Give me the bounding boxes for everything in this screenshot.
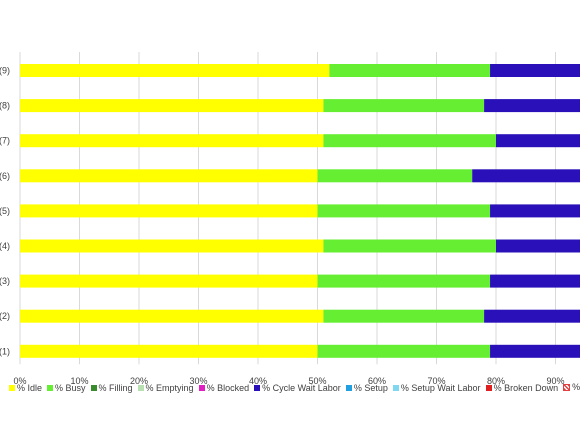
bar-segment-8-s1 <box>323 99 485 113</box>
legend-item: % Blocked <box>198 382 250 393</box>
legend-label: % Cycle Wait Labor <box>262 382 341 393</box>
legend-label: % Setup <box>353 382 388 393</box>
legend-label: % Filling <box>98 382 133 393</box>
bar-segment-5-s1 <box>317 204 491 218</box>
x-tick-label: 90% <box>546 376 564 386</box>
legend-item: % Filling <box>90 382 133 393</box>
legend-item: % Broken Down <box>485 382 559 393</box>
bar-segment-3-s0 <box>20 274 318 288</box>
legend-swatch <box>392 384 399 391</box>
bar-segment-1-s0 <box>20 344 318 358</box>
bar-segment-7-s1 <box>323 134 496 148</box>
y-tick-label: (6) <box>0 171 10 181</box>
x-tick-label: 40% <box>249 376 267 386</box>
legend-label: % Busy <box>55 382 86 393</box>
legend-item: % Busy <box>47 383 86 393</box>
y-tick-label: (4) <box>0 241 10 251</box>
bar-segment-7-s5 <box>496 134 580 148</box>
x-tick-label: 80% <box>487 376 505 386</box>
legend-swatch <box>485 384 492 391</box>
legend-swatch <box>9 384 15 391</box>
bar-segment-7-s0 <box>20 134 324 148</box>
legend-item: % Repair Wait <box>563 382 580 392</box>
legend-swatch <box>254 384 261 391</box>
legend-swatch <box>90 384 97 391</box>
x-tick-label: 60% <box>368 376 386 386</box>
legend-label: % Blocked <box>206 382 250 393</box>
legend-swatch <box>47 384 54 391</box>
legend-item: % Setup Wait Labor <box>392 382 481 393</box>
legend-item: % Idle <box>9 383 42 393</box>
y-tick-label: (3) <box>0 276 10 286</box>
bar-segment-2-s5 <box>484 309 580 323</box>
y-tick-label: (5) <box>0 206 10 216</box>
bar-segment-6-s0 <box>20 169 318 183</box>
bar-segment-4-s5 <box>496 239 580 253</box>
y-tick-label: (1) <box>0 346 10 356</box>
bar-segment-1-s5 <box>490 344 580 358</box>
bar-segment-6-s5 <box>472 169 580 183</box>
x-tick-label: 50% <box>308 376 326 386</box>
legend-label: % Idle <box>17 382 43 393</box>
bar-segment-4-s1 <box>323 239 496 253</box>
legend-label: % Emptying <box>145 382 194 393</box>
bar-segment-1-s1 <box>317 344 491 358</box>
legend-item: % Cycle Wait Labor <box>254 383 341 393</box>
chart-legend: % Idle % Busy % Filling % Emptying % Blocked… <box>9 382 580 396</box>
bar-segment-5-s0 <box>20 204 318 218</box>
x-tick-label: 20% <box>130 376 148 386</box>
y-tick-label: (9) <box>0 66 10 76</box>
bar-segment-2-s0 <box>20 309 324 323</box>
x-tick-label: 70% <box>427 376 445 386</box>
bar-segment-9-s1 <box>329 64 491 77</box>
bar-segment-2-s1 <box>323 309 485 323</box>
y-tick-label: (7) <box>0 136 10 146</box>
bar-segment-9-s0 <box>20 64 330 77</box>
y-axis-labels: (9) (8) (7) (6) (5) (4) (3) (2) (1) <box>0 66 10 357</box>
bar-segment-8-s0 <box>20 99 324 113</box>
legend-item: % Setup <box>345 382 388 393</box>
bar-segment-4-s0 <box>20 239 324 253</box>
bar-segment-9-s5 <box>490 64 580 77</box>
legend-label: % Broken Down <box>493 382 559 393</box>
legend-swatch <box>345 384 352 391</box>
y-tick-label: (8) <box>0 101 10 111</box>
legend-swatch <box>563 383 571 391</box>
bar-segment-5-s5 <box>490 204 580 218</box>
x-axis-labels: 0% 10% 20% 30% 40% 50% 60% 70% 80% 90% <box>13 376 564 386</box>
x-tick-label: 0% <box>13 376 26 386</box>
bar-segment-3-s5 <box>490 274 580 288</box>
x-tick-label: 30% <box>189 376 207 386</box>
legend-label: % Setup Wait Labor <box>400 382 481 393</box>
legend-swatch <box>137 384 144 391</box>
x-tick-label: 10% <box>70 376 88 386</box>
legend-item: % Emptying <box>137 382 194 393</box>
legend-swatch <box>198 384 205 391</box>
bar-segment-8-s5 <box>484 99 580 113</box>
bar-segment-6-s1 <box>317 169 473 183</box>
chart-bars <box>20 64 580 358</box>
y-tick-label: (2) <box>0 311 10 321</box>
legend-label: % Repair Wait <box>572 382 580 392</box>
bar-segment-3-s1 <box>317 274 491 288</box>
